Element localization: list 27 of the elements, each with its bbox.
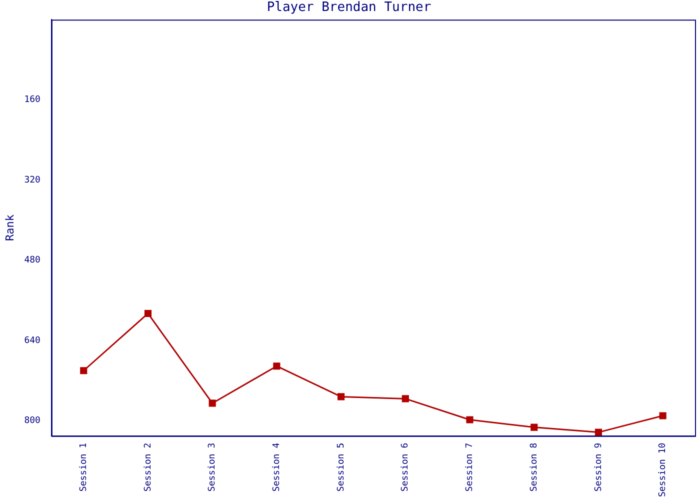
x-tick-label: Session 3 (208, 442, 218, 492)
y-tick-label: 800 (24, 416, 40, 426)
point (594, 428, 602, 436)
point (208, 400, 216, 407)
x-tick-label: Session 8 (529, 442, 540, 492)
y-tick-label: 480 (24, 256, 40, 266)
point (273, 362, 280, 370)
y-axis-title: Rank (3, 214, 16, 241)
chart-title: Player Brendan Turner (266, 0, 432, 16)
x-tick-label: Session 10 (658, 442, 668, 498)
x-tick-label: Session 2 (143, 442, 154, 492)
y-tick-label: 320 (24, 175, 40, 186)
point (338, 393, 345, 400)
x-tick-label: Session 7 (465, 442, 476, 492)
point (659, 412, 666, 420)
y-tick-label: 160 (24, 95, 40, 106)
point (144, 310, 152, 317)
x-tick-label: Session 4 (272, 442, 282, 492)
x-tick-label: Session 9 (594, 442, 604, 492)
point (530, 424, 538, 431)
x-tick-label: Session 6 (400, 442, 411, 492)
point (402, 395, 409, 402)
point (80, 367, 88, 374)
x-tick-label: Session 1 (78, 442, 89, 492)
point (466, 416, 474, 424)
y-tick-label: 640 (24, 336, 40, 346)
x-tick-label: Session 5 (336, 442, 346, 492)
